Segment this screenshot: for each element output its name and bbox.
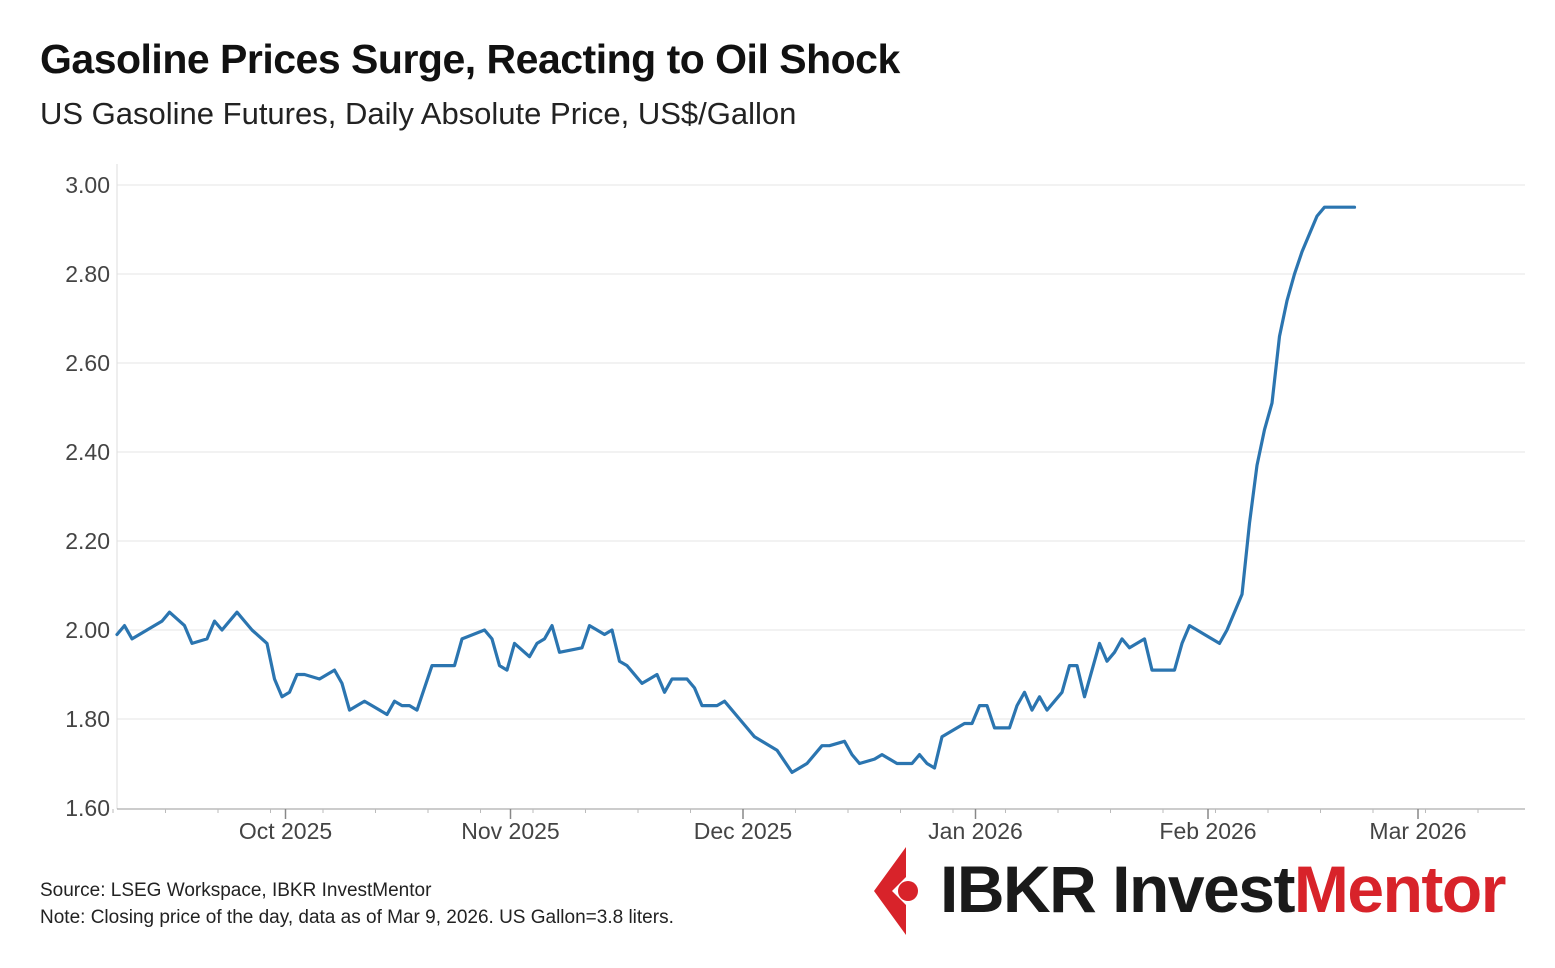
series-layer [115, 205, 1357, 775]
y-tick-label: 2.80 [65, 261, 110, 287]
logo-red-mark [874, 847, 906, 935]
price-line [115, 205, 1357, 775]
x-tick-label: Nov 2025 [461, 818, 559, 844]
ibkr-investmentor-logo: IBKR InvestMentor [862, 845, 1530, 937]
x-tick-label: Mar 2026 [1369, 818, 1466, 844]
x-tick-label: Oct 2025 [239, 818, 332, 844]
axis-layer [112, 164, 1525, 819]
source-note: Source: LSEG Workspace, IBKR InvestMento… [40, 880, 432, 901]
grid-layer [117, 184, 1525, 720]
logo-mentor: Mentor [1293, 852, 1506, 926]
x-tick-label: Dec 2025 [694, 818, 792, 844]
logo-brand: IBKR [940, 852, 1097, 926]
y-tick-label: 3.00 [65, 172, 110, 198]
y-tick-label: 1.80 [65, 706, 110, 732]
logo-invest: Invest [1112, 852, 1295, 926]
chart-title: Gasoline Prices Surge, Reacting to Oil S… [40, 36, 900, 82]
data-note: Note: Closing price of the day, data as … [40, 907, 674, 928]
y-tick-label: 2.60 [65, 350, 110, 376]
y-tick-label: 2.20 [65, 528, 110, 554]
y-tick-label: 1.60 [65, 795, 110, 821]
logo-red-dot [898, 881, 918, 901]
ibkr-logo-icon [874, 847, 918, 935]
y-tick-label: 2.40 [65, 439, 110, 465]
x-tick-label: Jan 2026 [928, 818, 1023, 844]
logo-wordmark: IBKR InvestMentor [940, 849, 1506, 929]
y-tick-label: 2.00 [65, 617, 110, 643]
tick-label-layer: 1.60 1.80 2.00 2.20 2.40 2.60 2.80 3.00 Oct 2025… [65, 172, 1466, 844]
x-tick-label: Feb 2026 [1159, 818, 1256, 844]
chart-subtitle: US Gasoline Futures, Daily Absolute Pric… [40, 96, 797, 131]
